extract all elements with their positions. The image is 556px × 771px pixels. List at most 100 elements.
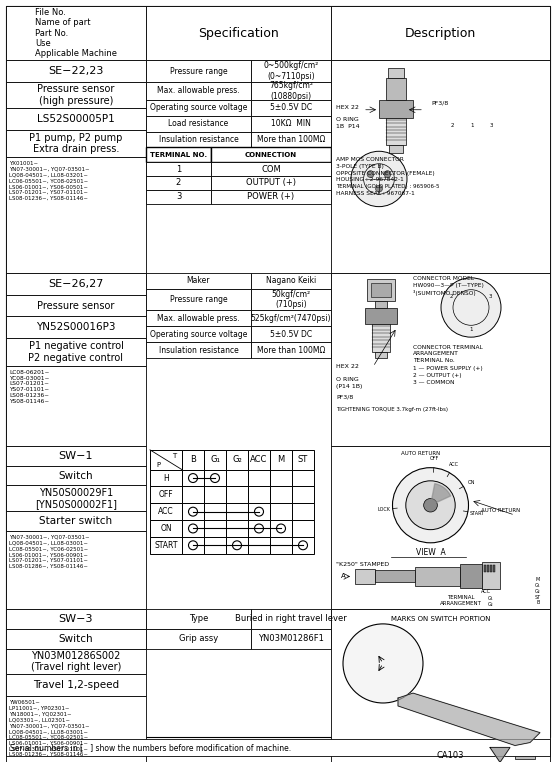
Text: ON: ON <box>468 480 475 484</box>
Bar <box>150 537 182 554</box>
Bar <box>292 470 314 487</box>
Bar <box>146 147 211 162</box>
Text: G₂: G₂ <box>488 601 494 607</box>
Text: CONNECTOR MODEL: CONNECTOR MODEL <box>413 276 474 281</box>
Bar <box>460 564 482 588</box>
Text: M
G₁
G₂
ST
B: M G₁ G₂ ST B <box>535 577 541 605</box>
Bar <box>388 68 404 78</box>
Text: START: START <box>469 511 484 516</box>
Text: Operating source voltage: Operating source voltage <box>150 103 247 113</box>
Bar <box>367 279 395 301</box>
Polygon shape <box>398 693 540 746</box>
Text: 765kgf/cm²
(10880psi): 765kgf/cm² (10880psi) <box>269 81 313 101</box>
Bar <box>6 446 146 466</box>
Text: TERMINAL
ARRANGEMENT: TERMINAL ARRANGEMENT <box>440 594 482 605</box>
Text: Maker: Maker <box>187 276 210 285</box>
Text: Type: Type <box>189 614 208 624</box>
Text: CONNECTION: CONNECTION <box>245 152 297 158</box>
Text: G₁: G₁ <box>488 596 494 601</box>
Bar <box>375 571 415 582</box>
Text: Max. allowable press.: Max. allowable press. <box>157 314 240 323</box>
Text: OFF: OFF <box>158 490 173 500</box>
Text: T: T <box>172 453 176 459</box>
Text: ON: ON <box>160 524 172 533</box>
Bar <box>331 6 550 60</box>
Text: P: P <box>156 462 160 468</box>
Text: ³(SUMITOMO DENSO): ³(SUMITOMO DENSO) <box>413 290 476 295</box>
Bar <box>146 629 251 648</box>
Text: YN07-30001~, YQ07-03501~
LQ08-04501~, LL08-03001~
LC08-05501~, YC06-02501~
LS06-: YN07-30001~, YQ07-03501~ LQ08-04501~, LL… <box>9 535 90 569</box>
Bar <box>204 449 226 470</box>
Text: PF3/8: PF3/8 <box>336 395 353 400</box>
Bar <box>182 520 204 537</box>
Bar <box>251 342 331 358</box>
Text: TERMINAL NO.: TERMINAL NO. <box>150 152 207 158</box>
Bar <box>150 470 182 487</box>
Bar <box>226 470 248 487</box>
Bar <box>248 470 270 487</box>
Bar <box>482 561 500 589</box>
Bar <box>248 449 270 470</box>
Bar <box>6 338 146 365</box>
Circle shape <box>351 151 407 207</box>
Text: Switch: Switch <box>59 470 93 480</box>
Text: Pressure sensor
(high pressure): Pressure sensor (high pressure) <box>37 84 115 106</box>
Text: AUTO RETURN: AUTO RETURN <box>401 451 440 456</box>
Bar <box>270 449 292 470</box>
Circle shape <box>384 170 391 177</box>
Bar <box>6 157 146 273</box>
Bar <box>6 82 146 108</box>
Circle shape <box>406 481 455 530</box>
Text: ACC: ACC <box>250 455 267 464</box>
Text: H: H <box>163 473 169 483</box>
Text: 3-POLE (TYPE B): 3-POLE (TYPE B) <box>336 163 384 169</box>
Bar <box>6 295 146 316</box>
Text: 2: 2 <box>451 123 454 128</box>
Bar <box>270 503 292 520</box>
Text: O RING: O RING <box>336 377 359 382</box>
Text: File No.
Name of part
Part No.
Use
Applicable Machine: File No. Name of part Part No. Use Appli… <box>35 8 117 59</box>
Text: 50kgf/cm²
(710psi): 50kgf/cm² (710psi) <box>271 290 311 309</box>
Text: YW06501~
LP11001~, YP02301~
YN18001~, YQ02301~
LQ03301~, LL02301~
YN07-30001~, Y: YW06501~ LP11001~, YP02301~ YN18001~, YQ… <box>9 700 90 757</box>
Text: Pressure sensor: Pressure sensor <box>37 301 115 311</box>
Bar <box>355 568 375 584</box>
Text: "K250" STAMPED: "K250" STAMPED <box>336 562 389 567</box>
Circle shape <box>393 468 469 543</box>
Bar <box>204 487 226 503</box>
Text: ST: ST <box>298 455 308 464</box>
Bar <box>415 567 460 586</box>
Text: 2 — OUTPUT (+): 2 — OUTPUT (+) <box>413 373 461 379</box>
Text: TERMINAL (GOLD PLATED) : 965906-5: TERMINAL (GOLD PLATED) : 965906-5 <box>336 184 439 190</box>
Text: 0~500kgf/cm²
(0~7110psi): 0~500kgf/cm² (0~7110psi) <box>264 62 319 81</box>
Bar <box>292 520 314 537</box>
Bar <box>248 503 270 520</box>
Text: ACC: ACC <box>481 589 491 594</box>
Bar <box>270 520 292 537</box>
Text: AUTO RETURN: AUTO RETURN <box>481 507 520 513</box>
Text: TIGHTENING TORQUE 3.7kgf-m (27ft-lbs): TIGHTENING TORQUE 3.7kgf-m (27ft-lbs) <box>336 407 448 412</box>
Bar <box>6 486 146 511</box>
Text: CONNECTOR TERMINAL: CONNECTOR TERMINAL <box>413 345 483 349</box>
Bar <box>487 564 489 573</box>
Text: G₁: G₁ <box>210 455 220 464</box>
Text: 1: 1 <box>176 164 181 173</box>
Text: Buried in right travel lever: Buried in right travel lever <box>235 614 347 624</box>
Polygon shape <box>490 747 510 763</box>
Text: P1 negative control
P2 negative control: P1 negative control P2 negative control <box>28 342 123 363</box>
Text: HOUSING : 2-967842-1: HOUSING : 2-967842-1 <box>336 177 404 183</box>
Text: More than 100MΩ: More than 100MΩ <box>257 135 325 144</box>
Text: OUTPUT (+): OUTPUT (+) <box>246 178 296 187</box>
Text: 3: 3 <box>490 123 493 128</box>
Bar <box>371 283 391 297</box>
Bar <box>375 352 387 358</box>
Text: Insulation resistance: Insulation resistance <box>158 135 239 144</box>
Bar <box>6 531 146 609</box>
Text: START: START <box>154 540 178 550</box>
Bar <box>251 609 331 629</box>
Bar <box>182 449 204 470</box>
Text: 3: 3 <box>176 192 181 201</box>
Bar <box>493 564 495 573</box>
Bar <box>182 470 204 487</box>
Bar <box>146 609 251 629</box>
Bar <box>270 470 292 487</box>
